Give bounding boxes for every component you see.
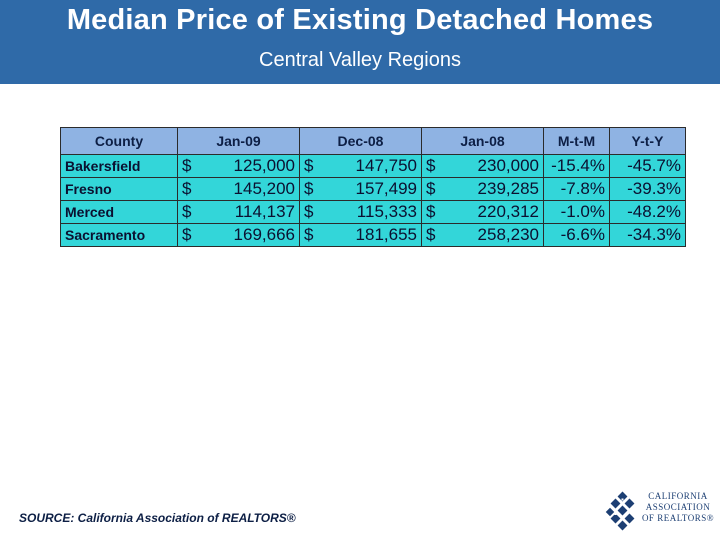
price-table: County Jan-09 Dec-08 Jan-08 M-t-M Y-t-Y …: [60, 127, 686, 247]
price-value: 115,333: [356, 202, 417, 221]
currency-symbol: $: [304, 179, 314, 198]
yty-cell: -45.7%: [609, 154, 686, 178]
price-cell: $125,000: [177, 154, 300, 178]
currency-symbol: $: [182, 179, 192, 198]
yty-cell: -48.2%: [609, 200, 686, 224]
currency-symbol: $: [426, 156, 436, 175]
county-cell: Sacramento: [60, 223, 178, 247]
currency-symbol: $: [304, 202, 314, 221]
car-logo-icon: [605, 491, 635, 531]
currency-symbol: $: [182, 156, 192, 175]
price-cell: $157,499: [299, 177, 422, 201]
price-value: 169,666: [233, 225, 295, 244]
table-row: Fresno $145,200 $157,499 $239,285 -7.8% …: [60, 177, 686, 201]
logo-wordmark: CALIFORNIA ASSOCIATION OF REALTORS®: [641, 491, 715, 524]
price-cell: $114,137: [177, 200, 300, 224]
currency-symbol: $: [304, 225, 314, 244]
price-cell: $115,333: [299, 200, 422, 224]
currency-symbol: $: [304, 156, 314, 175]
mtm-cell: -15.4%: [543, 154, 610, 178]
table-header-row: County Jan-09 Dec-08 Jan-08 M-t-M Y-t-Y: [60, 127, 686, 155]
logo-line: OF REALTORS®: [641, 513, 715, 523]
mtm-cell: -7.8%: [543, 177, 610, 201]
yty-cell: -34.3%: [609, 223, 686, 247]
car-logo: CALIFORNIA ASSOCIATION OF REALTORS®: [605, 489, 715, 534]
price-value: 181,655: [355, 225, 417, 244]
price-value: 258,230: [477, 225, 539, 244]
price-value: 220,312: [477, 202, 539, 221]
currency-symbol: $: [182, 225, 192, 244]
column-header-dec08: Dec-08: [299, 127, 422, 155]
yty-cell: -39.3%: [609, 177, 686, 201]
county-cell: Merced: [60, 200, 178, 224]
price-value: 145,200: [233, 179, 295, 198]
price-cell: $220,312: [421, 200, 544, 224]
price-value: 147,750: [355, 156, 417, 175]
table-row: Bakersfield $125,000 $147,750 $230,000 -…: [60, 154, 686, 178]
table-row: Sacramento $169,666 $181,655 $258,230 -6…: [60, 223, 686, 247]
column-header-jan08: Jan-08: [421, 127, 544, 155]
price-cell: $181,655: [299, 223, 422, 247]
column-header-mtm: M-t-M: [543, 127, 610, 155]
price-cell: $239,285: [421, 177, 544, 201]
county-cell: Bakersfield: [60, 154, 178, 178]
logo-line: CALIFORNIA: [648, 491, 708, 501]
source-note: SOURCE: California Association of REALTO…: [19, 511, 296, 525]
price-cell: $230,000: [421, 154, 544, 178]
price-cell: $145,200: [177, 177, 300, 201]
mtm-cell: -6.6%: [543, 223, 610, 247]
currency-symbol: $: [182, 202, 192, 221]
price-value: 239,285: [477, 179, 539, 198]
price-cell: $258,230: [421, 223, 544, 247]
price-cell: $169,666: [177, 223, 300, 247]
currency-symbol: $: [426, 225, 436, 244]
column-header-county: County: [60, 127, 178, 155]
price-value: 157,499: [355, 179, 417, 198]
price-cell: $147,750: [299, 154, 422, 178]
county-cell: Fresno: [60, 177, 178, 201]
logo-line: ASSOCIATION: [645, 502, 711, 512]
price-value: 230,000: [477, 156, 539, 175]
price-value: 125,000: [233, 156, 295, 175]
page-subtitle: Central Valley Regions: [259, 49, 461, 71]
page-title: Median Price of Existing Detached Homes: [66, 4, 654, 36]
title-banner: Median Price of Existing Detached Homes …: [0, 0, 720, 84]
column-header-jan09: Jan-09: [177, 127, 300, 155]
currency-symbol: $: [426, 202, 436, 221]
price-value: 114,137: [234, 202, 295, 221]
mtm-cell: -1.0%: [543, 200, 610, 224]
column-header-yty: Y-t-Y: [609, 127, 686, 155]
table-row: Merced $114,137 $115,333 $220,312 -1.0% …: [60, 200, 686, 224]
currency-symbol: $: [426, 179, 436, 198]
